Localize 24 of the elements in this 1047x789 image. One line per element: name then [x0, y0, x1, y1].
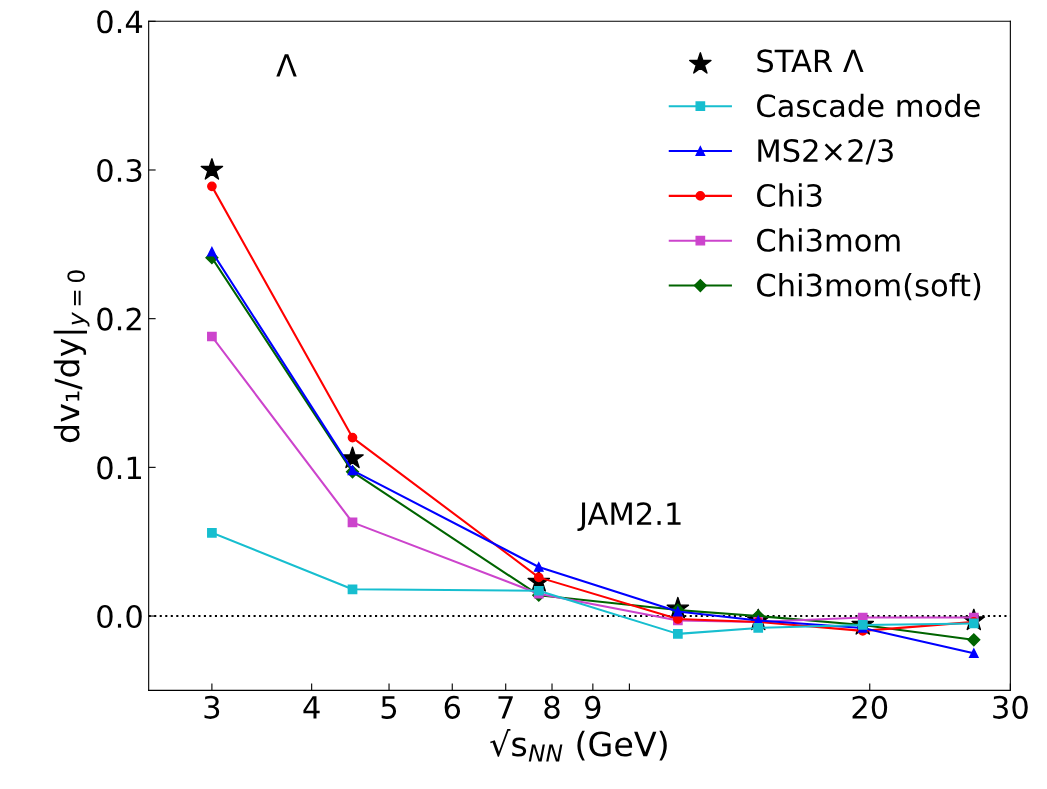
y-tick-label: 0.3 — [97, 158, 142, 183]
y-tick-label: 0.4 — [97, 10, 143, 34]
x-axis-title: √s$_{NN}$ (GeV) — [490, 729, 667, 762]
x-tick-label: 20 — [852, 695, 888, 719]
legend-label: STAR Λ — [757, 49, 864, 73]
x-tick-label: 8 — [544, 695, 560, 719]
x-tick-label: 30 — [993, 695, 1028, 719]
x-tick-label: 4 — [303, 696, 320, 719]
y-tick-label: 0.1 — [97, 456, 141, 480]
legend-label: Cascade mode — [757, 93, 980, 118]
x-tick-label: 5 — [381, 696, 397, 719]
x-tick-label: 9 — [585, 695, 601, 719]
y-axis-title: dv₁/dy|$_{y=0}$ — [53, 270, 90, 443]
legend-label: MS2×2/3 — [758, 139, 893, 165]
y-tick-label: 0.2 — [97, 307, 141, 331]
x-tick-label: 6 — [444, 695, 461, 719]
legend-label: Chi3 — [757, 183, 822, 207]
legend-label: Chi3mom — [757, 228, 900, 252]
y-tick-label: 0.0 — [97, 604, 142, 629]
x-tick-label: 3 — [204, 695, 220, 719]
x-tick-label: 7 — [498, 696, 513, 719]
annotation: JAM2.1 — [577, 502, 681, 531]
legend-label: Chi3mom(soft) — [757, 273, 981, 301]
annotation: Λ — [276, 54, 297, 77]
